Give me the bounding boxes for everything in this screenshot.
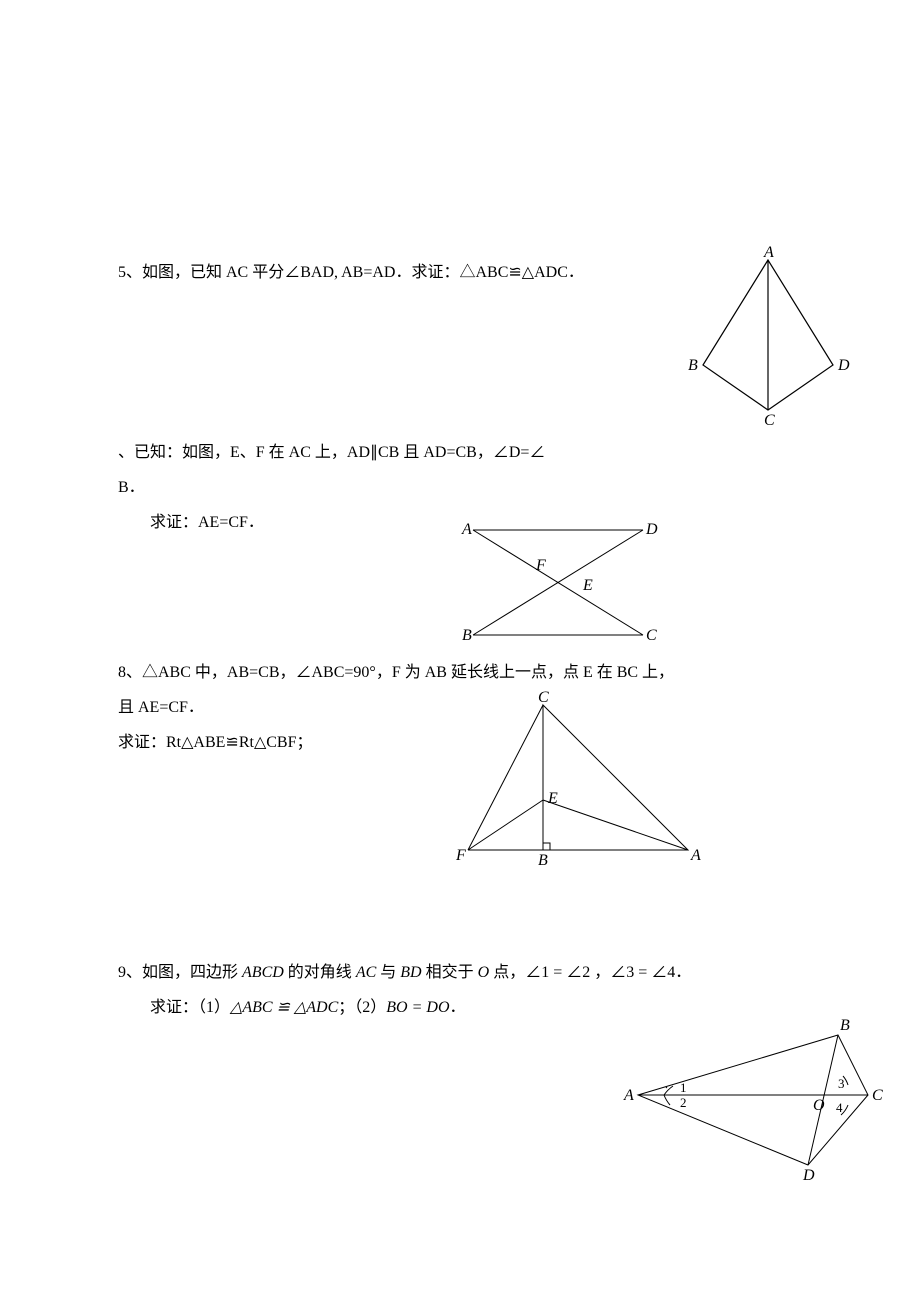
p6-l2: B．	[118, 470, 818, 505]
p6-l1: 、已知：如图，E、F 在 AC 上，AD∥CB 且 AD=CB，∠D=∠	[118, 435, 818, 470]
svg-text:C: C	[764, 412, 775, 425]
svg-text:A: A	[623, 1087, 634, 1104]
svg-text:3: 3	[838, 1076, 845, 1091]
svg-text:E: E	[582, 577, 593, 594]
svg-text:D: D	[802, 1167, 815, 1184]
svg-text:B: B	[688, 357, 698, 374]
svg-text:D: D	[645, 521, 658, 538]
p6-figure: A D B C F E	[448, 510, 698, 650]
problem-5: 5、如图，已知 AC 平分∠BAD, AB=AD．求证：△ABC≌△ADC． A…	[118, 255, 818, 435]
problem-9: 9、如图，四边形 ABCD 的对角线 AC 与 BD 相交于 O 点，∠1 = …	[118, 955, 818, 1185]
problem-6: 、已知：如图，E、F 在 AC 上，AD∥CB 且 AD=CB，∠D=∠ B． …	[118, 435, 818, 625]
svg-text:E: E	[547, 790, 558, 807]
p9-l1: 9、如图，四边形 ABCD 的对角线 AC 与 BD 相交于 O 点，∠1 = …	[118, 955, 818, 990]
svg-text:B: B	[462, 627, 472, 644]
svg-text:A: A	[763, 245, 774, 261]
svg-text:O: O	[813, 1097, 825, 1114]
svg-text:D: D	[837, 357, 850, 374]
svg-text:B: B	[840, 1017, 850, 1034]
svg-text:2: 2	[680, 1095, 687, 1110]
p8-l1: 8、△ABC 中，AB=CB，∠ABC=90°，F 为 AB 延长线上一点，点 …	[118, 655, 818, 690]
svg-text:B: B	[538, 852, 548, 869]
p9-figure: A B C D O 1 2 3 4	[618, 1005, 898, 1185]
p5-figure: A B D C	[678, 245, 858, 425]
svg-text:C: C	[872, 1087, 883, 1104]
svg-text:A: A	[461, 521, 472, 538]
svg-text:A: A	[690, 847, 701, 864]
svg-text:F: F	[455, 847, 466, 864]
svg-text:1: 1	[680, 1080, 687, 1095]
p8-figure: C E F B A	[448, 690, 718, 870]
svg-text:F: F	[535, 557, 546, 574]
svg-text:4: 4	[836, 1100, 843, 1115]
problem-8: 8、△ABC 中，AB=CB，∠ABC=90°，F 为 AB 延长线上一点，点 …	[118, 655, 818, 885]
svg-text:C: C	[538, 690, 549, 706]
svg-text:C: C	[646, 627, 657, 644]
